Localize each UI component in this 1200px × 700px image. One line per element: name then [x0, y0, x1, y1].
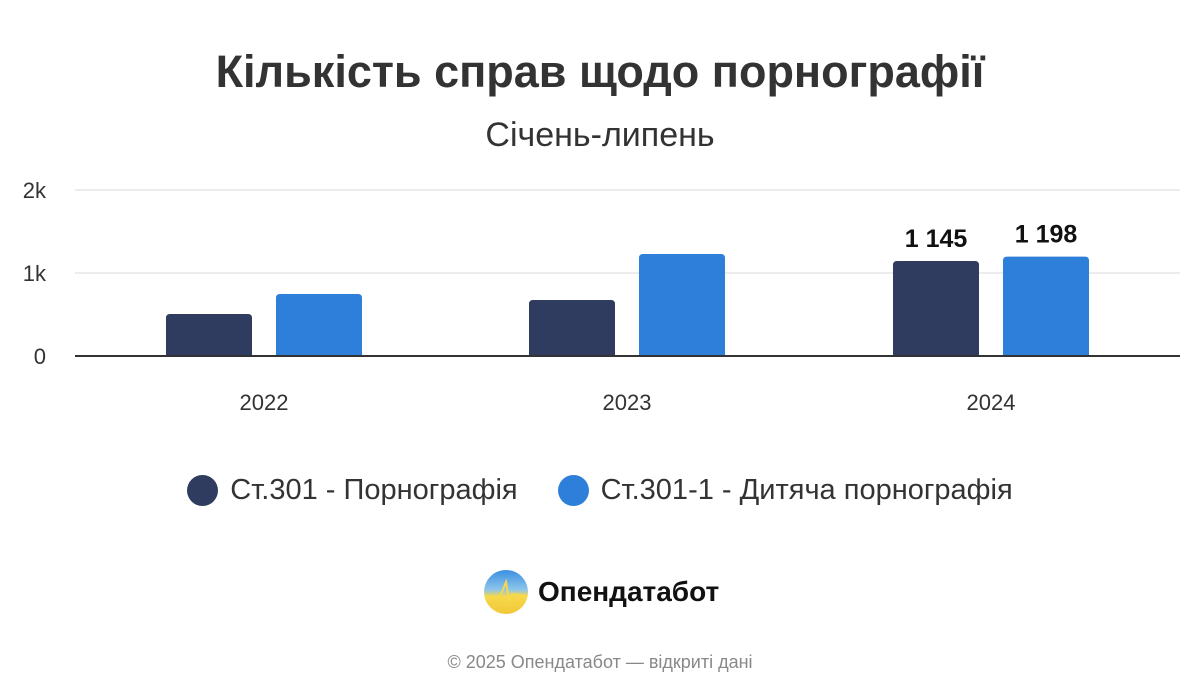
bar [1003, 256, 1089, 356]
bar [529, 299, 615, 356]
x-tick-label: 2024 [967, 390, 1016, 415]
y-tick-label: 2k [23, 178, 47, 203]
data-label: 1 198 [1015, 221, 1078, 249]
legend-swatch [557, 475, 589, 506]
brand-name: Опендатабот [538, 576, 720, 607]
x-tick-label: 2022 [240, 390, 289, 415]
legend: Ст.301 - Порнографія Ст.301-1 - Дитяча п… [0, 474, 1200, 507]
legend-swatch [187, 475, 219, 506]
chart-title: Кількість справ щодо порнографії [215, 46, 985, 97]
copyright-footer: © 2025 Опендатабот — відкриті дані [447, 652, 753, 672]
legend-item-art301[interactable]: Ст.301 - Порнографія [187, 474, 518, 507]
data-label: 1 145 [905, 225, 968, 253]
bar [276, 293, 362, 356]
bar [166, 314, 252, 356]
opendatabot-logo-icon [484, 570, 528, 614]
bar [893, 260, 979, 356]
legend-item-art301-1[interactable]: Ст.301-1 - Дитяча порнографія [557, 474, 1013, 507]
bar-chart: 0 1k 2k 2022 2023 1 145 1 198 2024 [23, 178, 1180, 415]
y-tick-label: 0 [34, 344, 46, 369]
bar [639, 253, 725, 356]
chart-subtitle: Січень-липень [485, 116, 715, 154]
legend-label: Ст.301-1 - Дитяча порнографія [600, 474, 1013, 506]
brand: Опендатабот [484, 570, 719, 614]
legend-label: Ст.301 - Порнографія [230, 474, 518, 506]
x-tick-label: 2023 [603, 390, 652, 415]
y-tick-label: 1k [23, 261, 47, 286]
